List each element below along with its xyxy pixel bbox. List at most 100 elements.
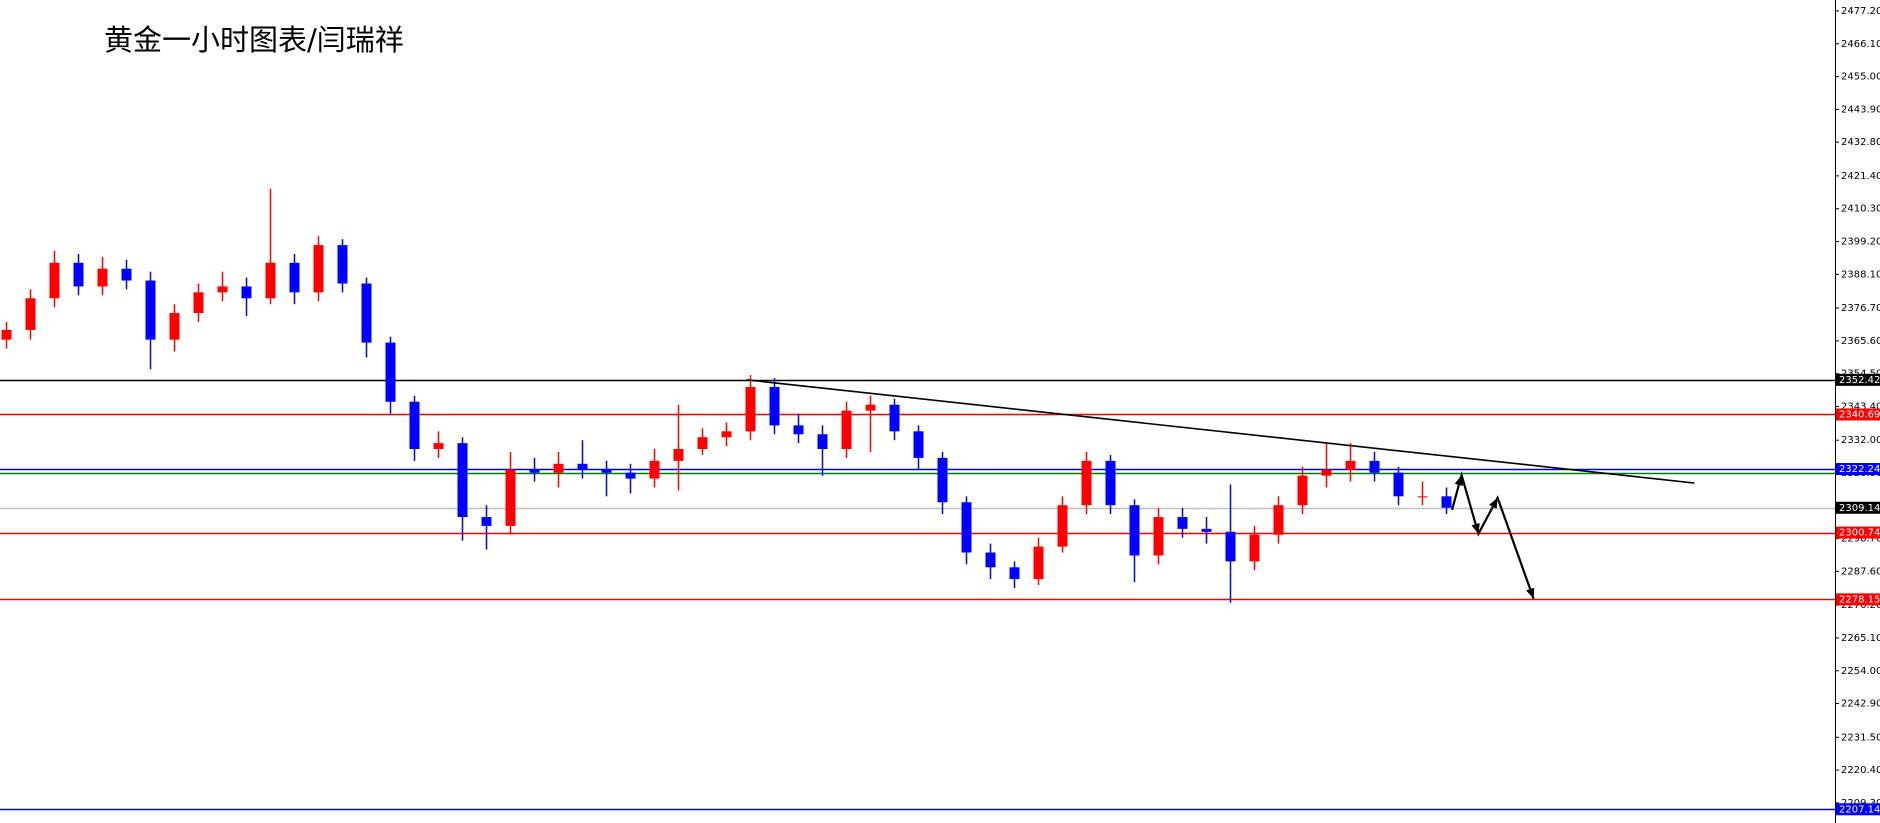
candle-body [1321, 469, 1332, 476]
candle-body [1273, 505, 1284, 535]
candle-body [889, 404, 900, 432]
y-tick-label: 2443.90 [1841, 104, 1880, 115]
candle-body [241, 286, 252, 299]
y-tick-label: 2332.00 [1841, 435, 1880, 446]
candle-body [769, 386, 780, 426]
candle-body [1417, 496, 1428, 498]
y-tick-label: 2242.90 [1841, 699, 1880, 710]
candle-body [289, 262, 300, 293]
candle-body [553, 463, 564, 473]
level-label: 2322.24 [1839, 464, 1880, 475]
level-label-box [1836, 803, 1880, 816]
trendline [746, 379, 1695, 484]
candle-body [409, 401, 420, 450]
candle-body [1153, 517, 1164, 556]
candle-body [1033, 546, 1044, 580]
y-tick-label: 2432.80 [1841, 137, 1880, 148]
level-label-box [1836, 373, 1880, 386]
projection-path [1450, 470, 1535, 599]
level-label-box [1836, 463, 1880, 476]
candle-body [1009, 567, 1020, 580]
candle-body [145, 280, 156, 340]
y-tick-label: 2466.10 [1841, 39, 1880, 50]
candle-body [385, 342, 396, 402]
candle-body [841, 410, 852, 450]
y-tick-label: 2365.60 [1841, 336, 1880, 347]
candle-body [625, 472, 636, 479]
candle-body [1345, 460, 1356, 470]
candle-body [961, 502, 972, 553]
y-tick-label: 2410.30 [1841, 204, 1880, 215]
candle-body [865, 404, 876, 411]
y-tick-label: 2298.70 [1841, 534, 1880, 545]
y-tick-label: 2287.60 [1841, 566, 1880, 577]
candle-body [721, 431, 732, 438]
candle-body [1393, 472, 1404, 497]
candle-body [265, 262, 276, 299]
candle-body [1441, 496, 1452, 508]
candle-body [673, 449, 684, 461]
level-label: 2300.74 [1839, 528, 1880, 539]
level-label: 2352.42 [1839, 375, 1880, 386]
candle-body [169, 313, 180, 340]
candle-body [649, 460, 660, 479]
candle-body [25, 298, 36, 330]
level-label: 2278.15 [1839, 594, 1880, 605]
candle-body [745, 386, 756, 432]
candle-body [913, 431, 924, 458]
candle-body [577, 463, 588, 470]
candle-body [337, 245, 348, 284]
y-tick-label: 2276.20 [1841, 600, 1880, 611]
projection-arrowhead [1454, 475, 1464, 486]
projection-arrowhead [1526, 587, 1535, 599]
candle-body [1201, 528, 1212, 532]
chart-title: 黄金一小时图表/闫瑞祥 [104, 23, 404, 57]
candle-body [1105, 460, 1116, 506]
candle-body [1297, 475, 1308, 506]
candle-body [601, 469, 612, 473]
candle-body [529, 469, 540, 473]
y-tick-label: 2343.40 [1841, 401, 1880, 412]
level-label: 2207.14 [1839, 804, 1880, 815]
candle-body [49, 262, 60, 299]
candle-body [121, 268, 132, 281]
candle-body [1369, 460, 1380, 473]
level-label: 2309.14 [1839, 503, 1880, 514]
candle-body [817, 434, 828, 450]
candle-body [361, 283, 372, 343]
projection-arrowhead [1489, 497, 1498, 509]
y-tick-label: 2455.00 [1841, 72, 1880, 83]
candle-body [433, 443, 444, 450]
candle-body [1225, 531, 1236, 562]
level-label-box [1836, 526, 1880, 539]
candle-body [1177, 517, 1188, 529]
y-tick-label: 2254.00 [1841, 666, 1880, 677]
candle-body [193, 292, 204, 314]
candle-body [1081, 460, 1092, 506]
level-label-box [1836, 501, 1880, 514]
candle-body [97, 268, 108, 287]
candle-body [481, 517, 492, 526]
candle-body [1, 329, 12, 340]
candle-body [505, 469, 516, 526]
level-label: 2340.69 [1839, 409, 1880, 420]
y-tick-label: 2399.20 [1841, 237, 1880, 248]
candle-body [985, 552, 996, 568]
y-tick-label: 2265.10 [1841, 633, 1880, 644]
y-tick-label: 2376.70 [1841, 303, 1880, 314]
y-tick-label: 2231.50 [1841, 732, 1880, 743]
candle-body [457, 443, 468, 518]
y-tick-label: 2421.40 [1841, 171, 1880, 182]
candle-body [1057, 505, 1068, 547]
candle-body [1129, 505, 1140, 556]
y-tick-label: 2388.10 [1841, 269, 1880, 280]
y-tick-label: 2220.40 [1841, 765, 1880, 776]
candle-body [313, 245, 324, 293]
candle-body [73, 262, 84, 287]
candle-body [217, 286, 228, 293]
y-tick-label: 2477.20 [1841, 6, 1880, 17]
candle-body [1249, 534, 1260, 562]
candle-body [697, 437, 708, 450]
